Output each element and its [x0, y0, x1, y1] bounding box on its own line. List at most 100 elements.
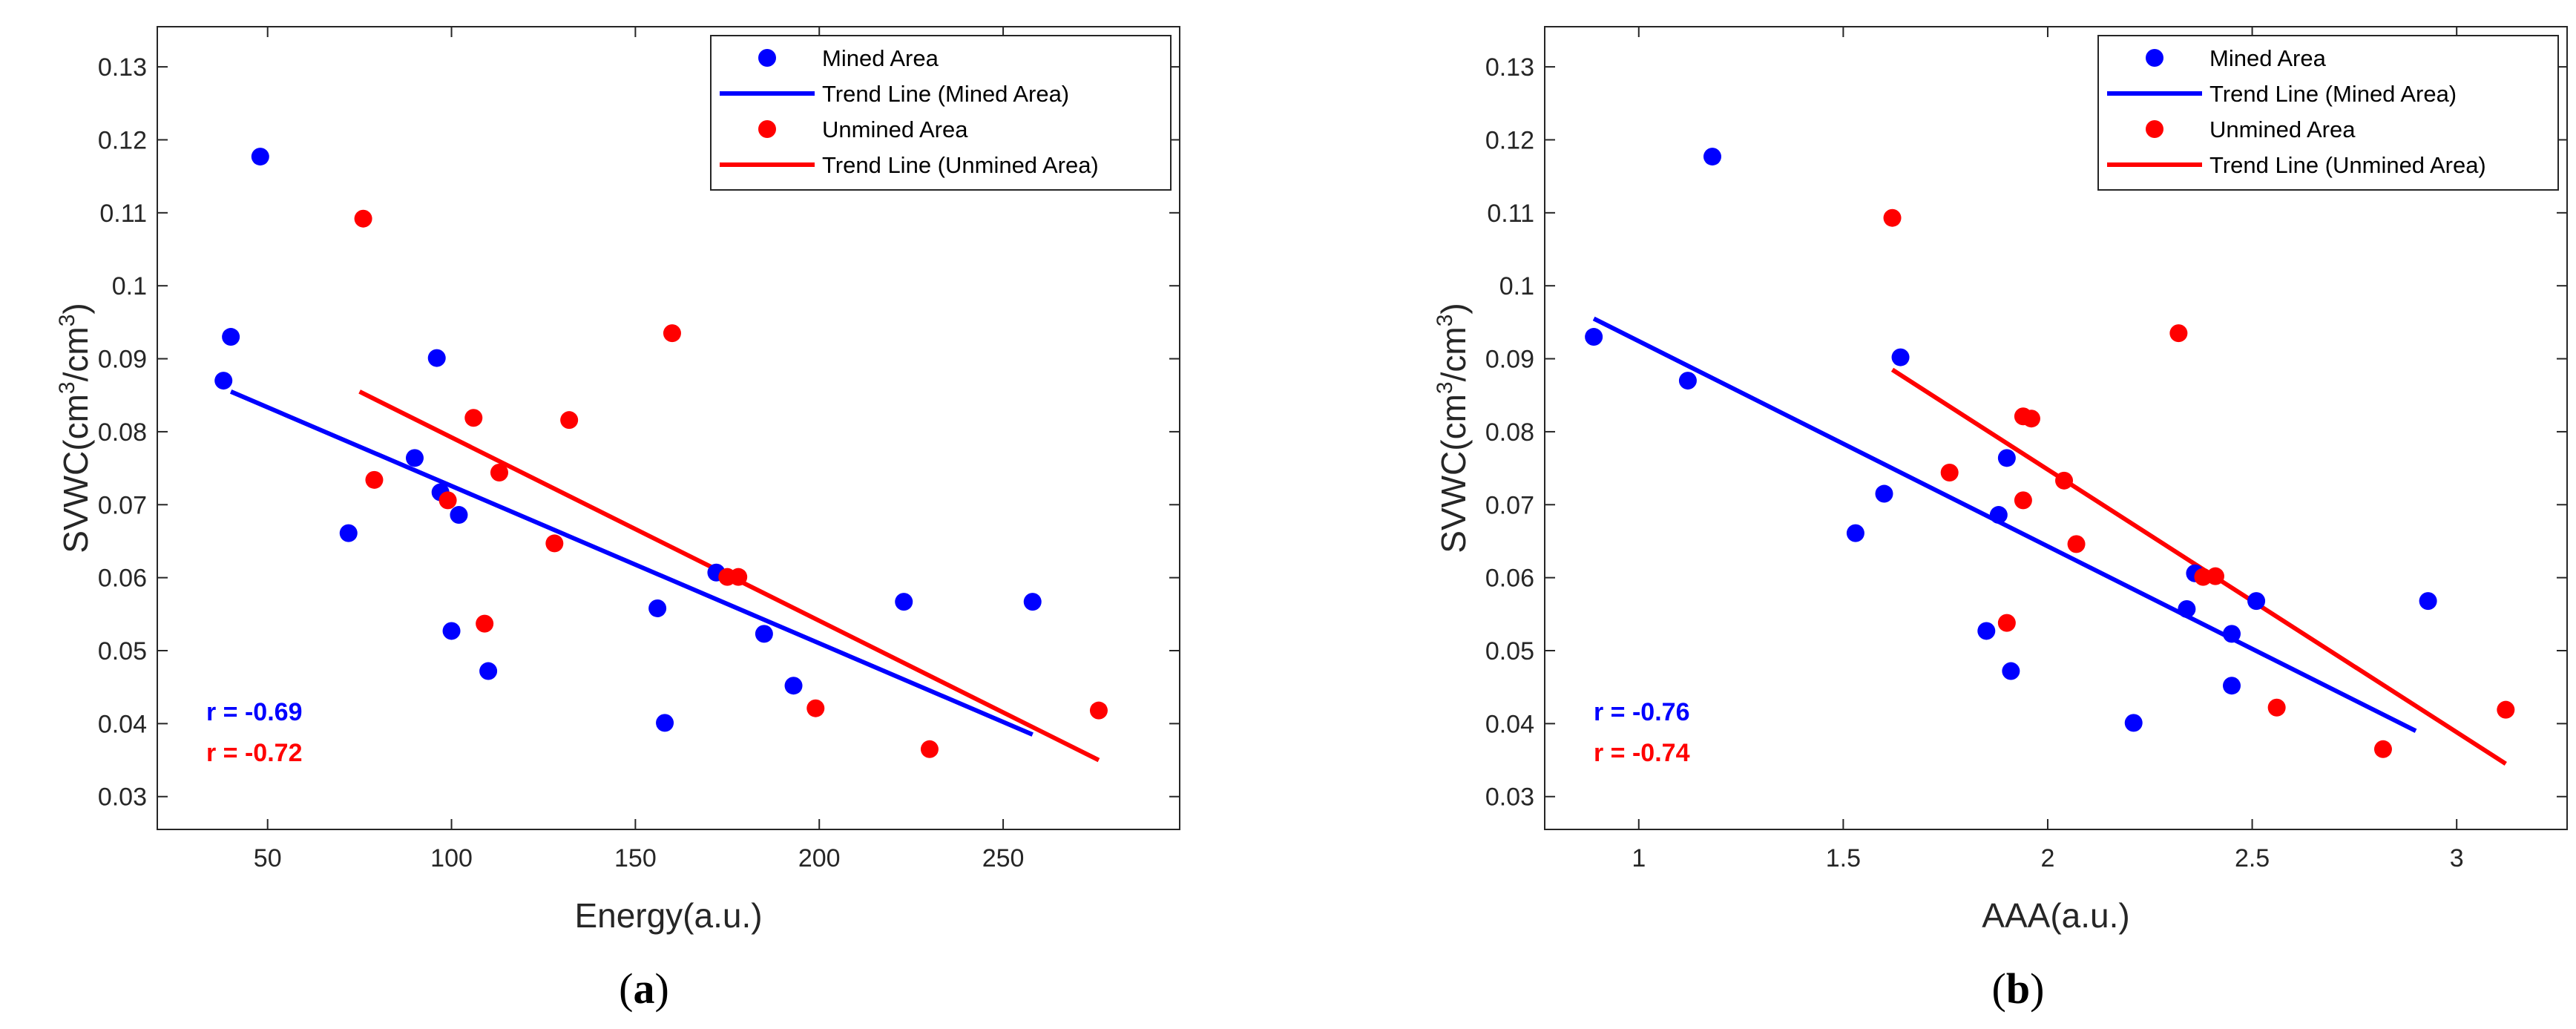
y-tick-label: 0.08 — [1485, 418, 1534, 447]
mined-point — [2124, 714, 2143, 732]
mined-point — [1678, 372, 1697, 390]
mined-point — [2223, 625, 2241, 643]
legend-label: Unmined Area — [2209, 116, 2356, 142]
mined-point — [222, 328, 240, 346]
y-tick-label: 0.09 — [98, 346, 147, 374]
y-tick-label: 0.06 — [1485, 565, 1534, 593]
legend: Mined Area Trend Line (Mined Area) Unmined… — [710, 35, 1172, 191]
unmined-point — [2267, 698, 2286, 717]
unmined-point — [476, 614, 494, 633]
x-tick-label: 1.5 — [1826, 844, 1861, 872]
mined-point — [755, 625, 773, 643]
y-tick-label: 0.04 — [98, 710, 147, 738]
mined-point — [2223, 677, 2241, 695]
unmined-point — [1089, 701, 1108, 720]
unmined-point — [2169, 324, 2188, 343]
chart-panel-b: 0.03 0.04 0.05 0.06 0.07 0.08 0.09 0.1 0.11 0.12 0… — [1433, 26, 2568, 1013]
unmined-point — [560, 411, 579, 430]
legend-label: Mined Area — [822, 45, 939, 71]
unmined-point — [1997, 614, 2016, 632]
unmined-point — [2055, 471, 2074, 490]
unmined-point — [2022, 410, 2040, 428]
y-tick-label: 0.03 — [98, 783, 147, 812]
x-axis-label: Energy(a.u.) — [574, 896, 762, 935]
mined-point — [2178, 599, 2196, 618]
y-tick-label: 0.1 — [112, 272, 147, 300]
unmined-point — [354, 209, 372, 228]
chart-panel-a: 0.03 0.04 0.05 0.06 0.07 0.08 0.09 0.1 0.11 0.12 0… — [55, 26, 1180, 1013]
y-tick-label: 0.07 — [98, 491, 147, 519]
y-axis-label: SVWC(cm3/cm3) — [1433, 303, 1473, 553]
y-tick-label: 0.12 — [98, 126, 147, 154]
mined-point — [784, 677, 803, 695]
x-tick-label: 100 — [430, 844, 473, 872]
legend-label: Mined Area — [2209, 45, 2327, 71]
mined-point — [450, 506, 468, 525]
unmined-point — [365, 470, 384, 489]
x-tick-label: 2.5 — [2235, 844, 2270, 872]
y-tick-label: 0.04 — [1485, 710, 1534, 738]
mined-point — [442, 622, 461, 640]
unmined-point — [545, 534, 564, 553]
unmined-point — [2206, 567, 2224, 585]
y-axis-label: SVWC(cm3/cm3) — [55, 303, 95, 553]
mined-point — [1023, 593, 1042, 611]
unmined-point — [490, 464, 508, 482]
mined-point — [2002, 662, 2020, 680]
x-tick-label: 50 — [254, 844, 282, 872]
correlation-label: r = -0.74 — [1594, 739, 1690, 767]
trend-line-mined — [1592, 316, 2417, 733]
unmined-point — [2067, 535, 2086, 553]
mined-point — [648, 599, 667, 617]
unmined-point — [729, 568, 748, 586]
mined-point — [405, 449, 424, 467]
unmined-point — [920, 740, 939, 758]
x-tick-label: 2 — [2041, 844, 2055, 872]
unmined-point — [2373, 740, 2392, 758]
legend-label: Trend Line (Unmined Area) — [2209, 152, 2486, 178]
y-tick-label: 0.1 — [1499, 272, 1534, 300]
y-tick-label: 0.07 — [1485, 491, 1534, 519]
mined-point — [656, 714, 674, 732]
legend-box — [710, 35, 1172, 191]
x-tick-label: 3 — [2450, 844, 2464, 872]
y-tick-label: 0.03 — [1485, 783, 1534, 812]
trend-line-mined — [229, 389, 1034, 737]
y-tick-label: 0.08 — [98, 418, 147, 447]
mined-point — [1977, 622, 1996, 640]
unmined-point — [1940, 464, 1959, 482]
mined-point — [1846, 524, 1864, 542]
correlation-label: r = -0.76 — [1594, 698, 1689, 726]
legend-marker — [2146, 49, 2163, 67]
mined-point — [214, 372, 233, 390]
unmined-point — [464, 409, 483, 427]
y-tick-label: 0.05 — [1485, 637, 1534, 665]
legend-label: Trend Line (Mined Area) — [2209, 81, 2457, 107]
legend: Mined Area Trend Line (Mined Area) Unmined… — [2097, 35, 2559, 191]
mined-point — [1891, 348, 1910, 366]
y-tick-label: 0.13 — [1485, 53, 1534, 82]
x-tick-label: 150 — [614, 844, 657, 872]
correlation-label: r = -0.69 — [206, 698, 302, 726]
legend-marker — [2146, 120, 2163, 138]
x-axis-label: AAA(a.u.) — [1982, 896, 2129, 935]
x-tick-label: 1 — [1632, 844, 1646, 872]
mined-point — [895, 593, 913, 611]
x-tick-label: 250 — [982, 844, 1025, 872]
y-tick-label: 0.09 — [1485, 346, 1534, 374]
mined-point — [1997, 449, 2016, 467]
y-tick-label: 0.06 — [98, 565, 147, 593]
mined-point — [1875, 484, 1893, 503]
mined-point — [1585, 328, 1603, 346]
unmined-point — [1883, 208, 1902, 227]
mined-point — [2419, 592, 2437, 611]
mined-point — [339, 524, 358, 542]
unmined-point — [438, 491, 457, 510]
legend-label: Trend Line (Unmined Area) — [822, 152, 1099, 178]
unmined-point — [2497, 700, 2515, 719]
legend-label: Trend Line (Mined Area) — [822, 81, 1069, 107]
y-tick-label: 0.11 — [99, 200, 147, 228]
legend-marker — [758, 120, 776, 138]
y-tick-label: 0.12 — [1485, 126, 1534, 154]
